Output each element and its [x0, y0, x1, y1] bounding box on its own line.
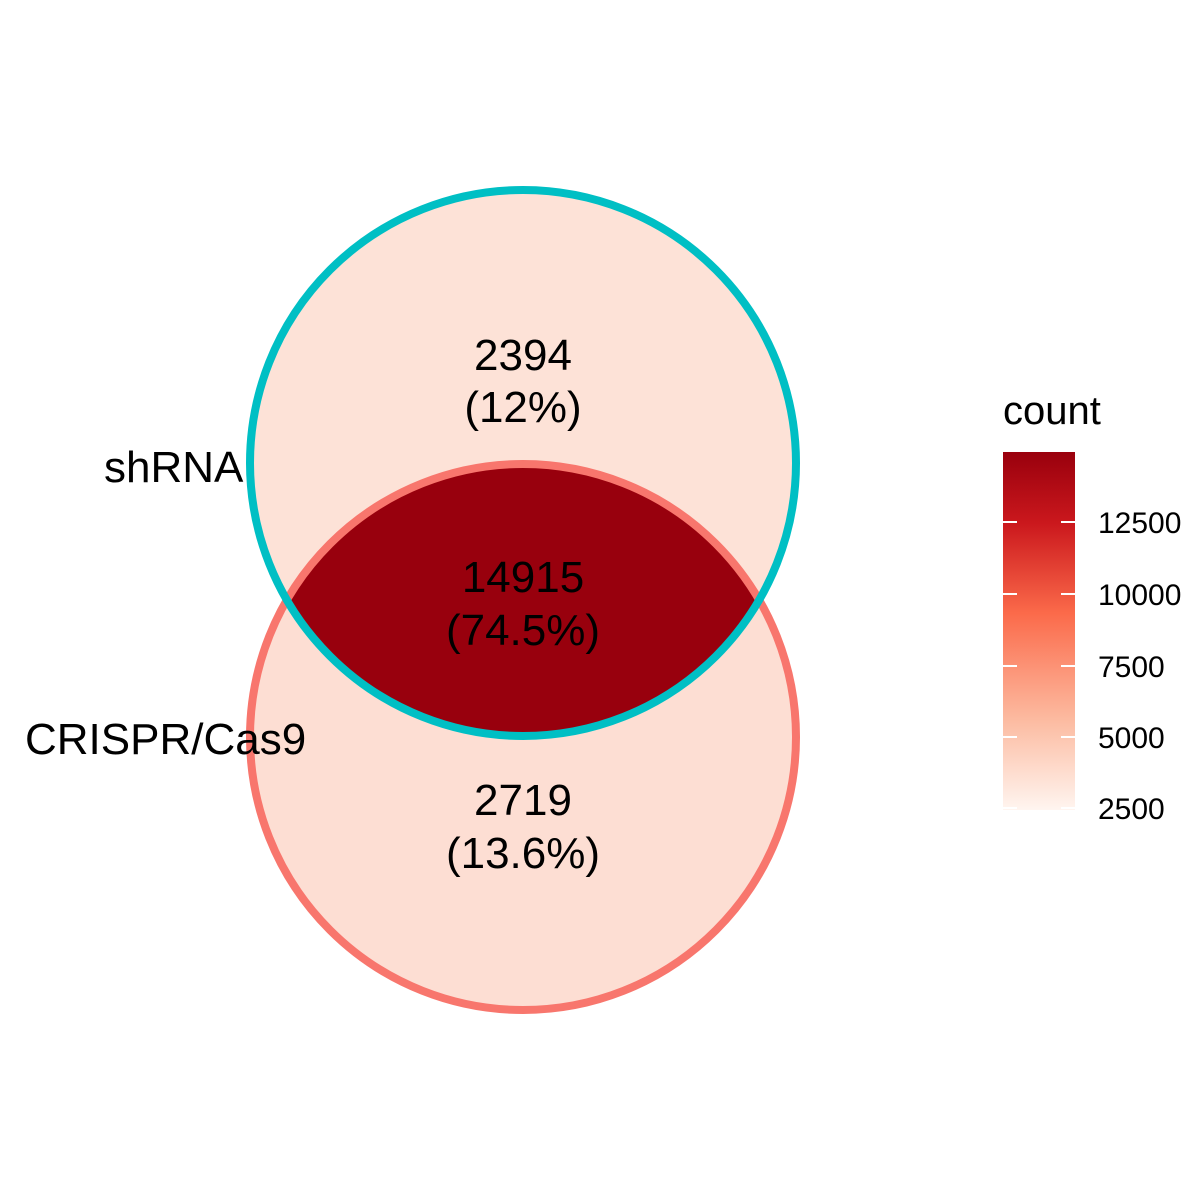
shrna-only-percent: (12%)	[464, 383, 581, 432]
intersection-percent: (74.5%)	[446, 606, 600, 655]
legend-tick-label-7500: 7500	[1098, 651, 1165, 684]
legend-tick-label-12500: 12500	[1098, 507, 1181, 540]
set-label-crispr: CRISPR/Cas9	[25, 715, 306, 764]
crispr-circle-outline	[246, 460, 800, 1014]
legend: count 12500 10000 7500 5000 2500	[1003, 389, 1181, 826]
intersection-count: 14915	[462, 553, 584, 602]
legend-title: count	[1003, 389, 1101, 433]
shrna-circle-outline	[246, 186, 800, 740]
shrna-only-count: 2394	[474, 331, 572, 380]
legend-tick-label-10000: 10000	[1098, 579, 1181, 612]
crispr-only-count: 2719	[474, 776, 572, 825]
legend-tick-label-2500: 2500	[1098, 793, 1165, 826]
set-label-shrna: shRNA	[104, 443, 244, 492]
legend-ticks	[1003, 521, 1075, 809]
crispr-only-percent: (13.6%)	[446, 829, 600, 878]
legend-colorbar	[1003, 452, 1075, 810]
legend-tick-label-5000: 5000	[1098, 722, 1165, 755]
region-intersection-fill	[250, 464, 796, 736]
